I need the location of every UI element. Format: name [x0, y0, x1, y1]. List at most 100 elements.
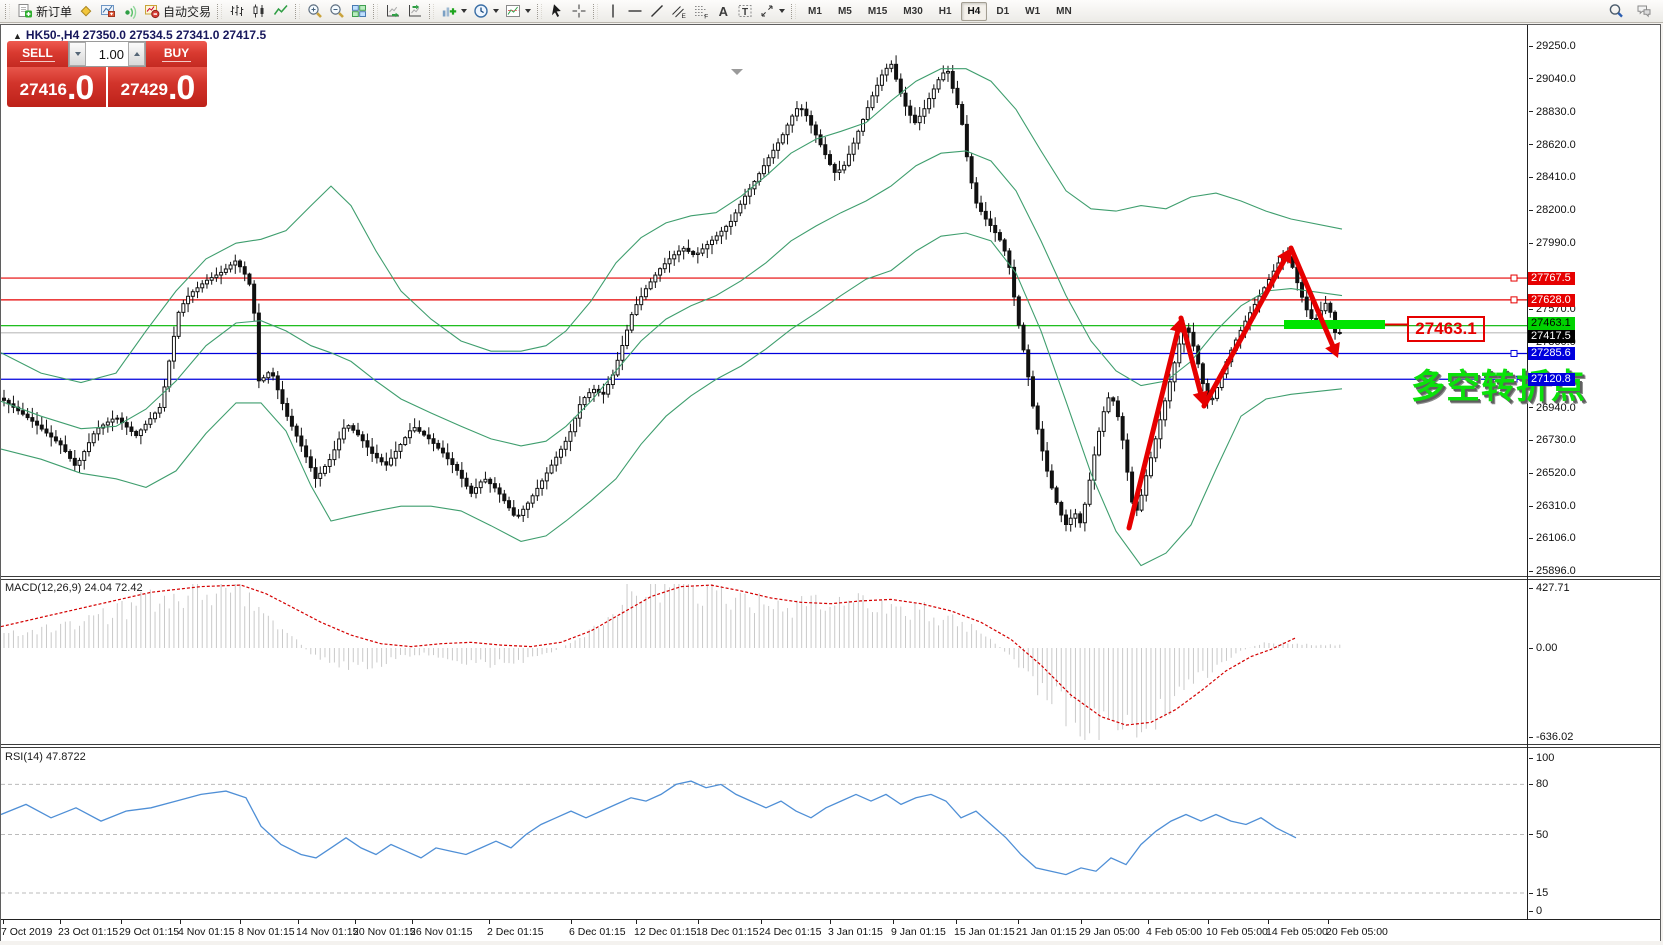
signals-button[interactable]: [119, 0, 141, 22]
panel-separator[interactable]: [1, 744, 1660, 748]
auto-scroll-icon: [387, 5, 400, 18]
price-axis-badge: 27628.0: [1528, 293, 1575, 307]
timeframe-m15[interactable]: M15: [867, 5, 888, 17]
price-axis-tick: 25896.0: [1529, 564, 1576, 578]
price-axis-tick: 26520.0: [1529, 466, 1576, 480]
bollinger-middle: [1, 150, 1343, 447]
rsi-panel-canvas[interactable]: [1, 749, 1527, 919]
candlestick-button[interactable]: [248, 0, 270, 22]
timeframe-m30[interactable]: M30: [903, 5, 923, 17]
chevron-down-icon[interactable]: [461, 9, 468, 13]
chevron-down-icon[interactable]: [525, 9, 532, 13]
search-button[interactable]: [1605, 0, 1627, 22]
channel-button[interactable]: E: [668, 0, 690, 22]
auto-scroll-button[interactable]: [382, 0, 404, 22]
timeframe-d1[interactable]: D1: [996, 5, 1010, 17]
zigzag-annotation[interactable]: [1126, 245, 1340, 531]
bar-chart-button[interactable]: [226, 0, 248, 22]
price-axis-tick: 28410.0: [1529, 170, 1576, 184]
zoom-out-button[interactable]: [326, 0, 348, 22]
rsi-line: [1, 780, 1297, 876]
periods-icon: [474, 4, 488, 18]
timeframe-m5[interactable]: M5: [837, 5, 852, 17]
label-icon: T: [738, 5, 752, 18]
text-button[interactable]: A: [712, 0, 734, 22]
chart-diamond-button[interactable]: [75, 0, 97, 22]
buy-button[interactable]: BUY: [146, 41, 207, 67]
toolbar-grip: [295, 3, 301, 19]
vertical-line-icon: [612, 4, 614, 18]
timeframe-mn[interactable]: MN: [1056, 5, 1072, 17]
chevron-down-icon[interactable]: [779, 9, 786, 13]
time-axis-tick: [180, 920, 181, 924]
indicators-icon: [442, 7, 457, 17]
periods-button[interactable]: [470, 0, 502, 22]
time-axis-tick: [1208, 920, 1209, 924]
timeframe-m1[interactable]: M1: [808, 5, 822, 17]
highlight-level-bar[interactable]: [1284, 320, 1385, 329]
volume-input[interactable]: [86, 42, 128, 66]
chevron-down-icon[interactable]: [493, 9, 500, 13]
toolbar-grip: [791, 3, 797, 19]
timeframe-w1[interactable]: W1: [1025, 5, 1041, 17]
line-chart-button[interactable]: [270, 0, 292, 22]
zoom-in-button[interactable]: [304, 0, 326, 22]
price-axis-badge: 27463.1: [1528, 316, 1575, 330]
new-order-button[interactable]: 新订单: [14, 0, 75, 22]
chart-shift-marker-icon[interactable]: [731, 69, 743, 75]
time-axis-tick: [698, 920, 699, 924]
bollinger-bands: [1, 68, 1343, 567]
chat-icon: [1637, 5, 1651, 18]
toolbar-grip: [373, 3, 379, 19]
collapse-triangle-icon[interactable]: ▲: [13, 31, 22, 41]
zoom-in-icon: [308, 4, 322, 18]
price-axis-tick: 26310.0: [1529, 499, 1576, 513]
bar-chart-icon: [230, 5, 244, 16]
price-chart-canvas[interactable]: [1, 25, 1527, 577]
bollinger-upper: [1, 68, 1343, 384]
volume-increment-button[interactable]: [128, 42, 145, 66]
price-axis-tick: 29250.0: [1529, 39, 1576, 53]
horizontal-line-button[interactable]: [624, 0, 646, 22]
vertical-line-button[interactable]: [602, 0, 624, 22]
sell-price[interactable]: 27416.0: [7, 67, 106, 107]
time-axis-tick: [240, 920, 241, 924]
fibonacci-button[interactable]: F: [690, 0, 712, 22]
chart-window[interactable]: 7 Oct 2019 23 Oct 01:15 29 Oct 01:15 4 Nov …: [0, 24, 1661, 941]
cursor-button[interactable]: [546, 0, 568, 22]
time-axis-tick: [121, 920, 122, 924]
indicators-button[interactable]: [438, 0, 470, 22]
chat-button[interactable]: [1633, 0, 1655, 22]
volume-decrement-button[interactable]: [69, 42, 86, 66]
timeframe-h1[interactable]: H1: [938, 5, 952, 17]
publish-button[interactable]: [97, 0, 119, 22]
line-chart-icon: [273, 5, 288, 15]
sell-button[interactable]: SELL: [7, 41, 68, 67]
time-axis-tick: [956, 920, 957, 924]
level-handle[interactable]: [1510, 296, 1518, 304]
crosshair-button[interactable]: [568, 0, 590, 22]
timeframe-h4[interactable]: H4: [960, 1, 988, 21]
chart-shift-button[interactable]: [404, 0, 426, 22]
time-axis-label: 9 Jan 01:15: [891, 926, 946, 938]
level-handle[interactable]: [1510, 375, 1518, 383]
arrow-tools-button[interactable]: [756, 0, 788, 22]
candlestick-icon: [253, 4, 264, 18]
arrow-tools-icon: [761, 5, 773, 17]
buy-price[interactable]: 27429.0: [108, 67, 207, 107]
panel-separator[interactable]: [1, 576, 1660, 580]
label-button[interactable]: T: [734, 0, 756, 22]
level-handle[interactable]: [1510, 349, 1518, 357]
chart-shift-icon: [409, 4, 422, 17]
price-level-callout[interactable]: 27463.1: [1407, 316, 1485, 342]
horizontal-line-icon: [628, 10, 642, 12]
toolbar-grip: [5, 3, 10, 19]
templates-button[interactable]: [502, 0, 534, 22]
level-handle[interactable]: [1510, 274, 1518, 282]
channel-icon: E: [672, 6, 687, 19]
autotrading-button[interactable]: 自动交易: [141, 0, 214, 22]
macd-panel-canvas[interactable]: [1, 580, 1527, 744]
trendline-button[interactable]: [646, 0, 668, 22]
tile-windows-button[interactable]: [348, 0, 370, 22]
time-axis-label: 15 Jan 01:15: [954, 926, 1015, 938]
